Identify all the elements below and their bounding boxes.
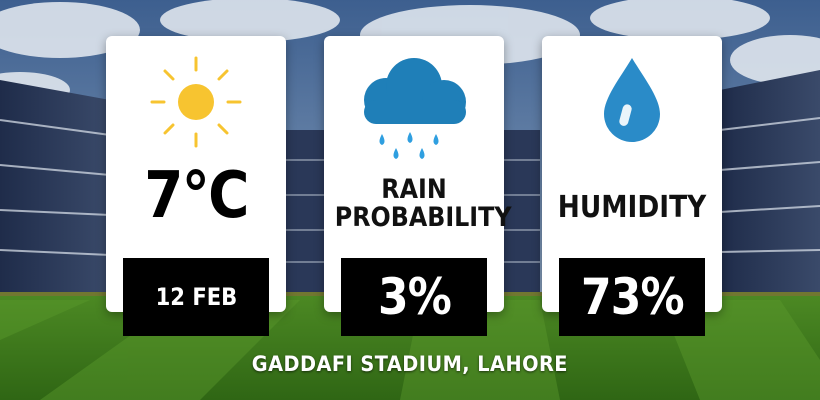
rain-probability-title: RAIN PROBABILITY — [334, 174, 512, 234]
rain-title-line1: RAIN — [381, 174, 447, 205]
rain-probability-value: 3% — [377, 268, 452, 326]
rain-cloud-icon — [364, 58, 466, 159]
date-badge: 12 FEB — [123, 258, 269, 336]
venue-text: GADDAFI STADIUM, LAHORE — [251, 352, 569, 376]
venue-label: GADDAFI STADIUM, LAHORE — [0, 352, 820, 376]
rain-probability-badge: 3% — [341, 258, 487, 336]
rain-title-line2: PROBABILITY — [334, 202, 512, 234]
rain-probability-card: RAIN PROBABILITY 3% — [324, 36, 512, 336]
water-drop-icon — [604, 58, 660, 142]
humidity-value: 73% — [580, 268, 685, 326]
date-label: 12 FEB — [155, 283, 237, 311]
humidity-badge: 73% — [559, 258, 705, 336]
temperature-value: 7°C — [144, 159, 249, 233]
humidity-card: HUMIDITY 73% — [542, 36, 722, 336]
sun-icon — [150, 56, 242, 148]
temperature-card: 7°C 12 FEB — [106, 36, 286, 336]
humidity-title: HUMIDITY — [557, 190, 707, 225]
